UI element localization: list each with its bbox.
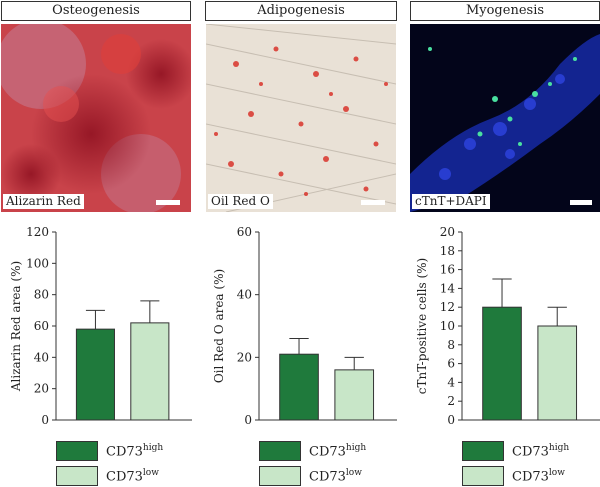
- y-tick-label: 60: [34, 319, 49, 333]
- legend-low-1: CD73low: [56, 466, 159, 486]
- bar-low: [130, 322, 170, 421]
- scale-bar: [361, 200, 385, 205]
- y-tick-label: 0: [244, 413, 252, 427]
- stain-label-ctnt-dapi: cTnT+DAPI: [412, 194, 490, 209]
- y-tick-label: 40: [34, 350, 49, 364]
- y-tick-label: 8: [447, 338, 455, 352]
- legend-label-high: CD73high: [309, 442, 367, 460]
- legend-label-high: CD73high: [106, 442, 164, 460]
- y-tick-label: 18: [440, 244, 455, 258]
- y-tick-label: 14: [440, 281, 456, 295]
- bar-high: [279, 353, 319, 421]
- y-axis-label: cTnT-positive cells (%): [415, 258, 429, 394]
- bar-low: [334, 369, 375, 421]
- legend-label-high: CD73high: [512, 442, 570, 460]
- y-tick-label: 0: [41, 413, 49, 427]
- stain-label-oil-red-o: Oil Red O: [208, 194, 273, 209]
- legend-low-2: CD73low: [259, 466, 362, 486]
- legend-high-1: CD73high: [56, 441, 163, 461]
- micrograph-adipogenesis: Oil Red O: [206, 24, 396, 212]
- legend-swatch-low: [462, 466, 504, 486]
- y-tick-label: 80: [34, 288, 49, 302]
- panel-title-osteogenesis: Osteogenesis: [1, 1, 191, 21]
- legend-swatch-low: [56, 466, 98, 486]
- legend-swatch-low: [259, 466, 301, 486]
- stain-label-alizarin: Alizarin Red: [3, 194, 84, 209]
- ctnt-dapi-image: [410, 24, 600, 212]
- y-tick-label: 16: [440, 263, 455, 277]
- legend-high-2: CD73high: [259, 441, 366, 461]
- alizarin-red-image: [1, 24, 191, 212]
- y-tick-label: 20: [34, 382, 49, 396]
- bar-high: [482, 306, 522, 421]
- y-axis-label: Alizarin Red area (%): [9, 261, 23, 392]
- micrograph-osteogenesis: Alizarin Red: [1, 24, 191, 212]
- y-tick-label: 6: [447, 357, 455, 371]
- legend-swatch-high: [462, 441, 504, 461]
- y-axis-label: Oil Red O area (%): [212, 269, 226, 383]
- legend-label-low: CD73low: [512, 467, 565, 485]
- legend-label-low: CD73low: [106, 467, 159, 485]
- legend-high-3: CD73high: [462, 441, 569, 461]
- scale-bar: [156, 200, 180, 205]
- y-tick-label: 100: [26, 256, 49, 270]
- legend-swatch-high: [259, 441, 301, 461]
- oil-red-o-image: [206, 24, 396, 212]
- panel-title-adipogenesis: Adipogenesis: [205, 1, 397, 21]
- y-tick-label: 10: [440, 319, 455, 333]
- y-tick-label: 120: [26, 225, 49, 239]
- y-tick-label: 4: [447, 375, 455, 389]
- y-tick-label: 20: [237, 350, 252, 364]
- legend-swatch-high: [56, 441, 98, 461]
- legend-label-low: CD73low: [309, 467, 362, 485]
- y-tick-label: 60: [237, 225, 252, 239]
- legend-low-3: CD73low: [462, 466, 565, 486]
- y-tick-label: 12: [440, 300, 455, 314]
- y-tick-label: 0: [447, 413, 455, 427]
- y-tick-label: 2: [447, 394, 455, 408]
- scale-bar: [570, 200, 592, 205]
- y-tick-label: 40: [237, 288, 252, 302]
- micrograph-myogenesis: cTnT+DAPI: [410, 24, 600, 212]
- y-tick-label: 20: [440, 225, 455, 239]
- bar-high: [75, 328, 115, 421]
- bar-low: [537, 325, 578, 421]
- panel-title-myogenesis: Myogenesis: [410, 1, 600, 21]
